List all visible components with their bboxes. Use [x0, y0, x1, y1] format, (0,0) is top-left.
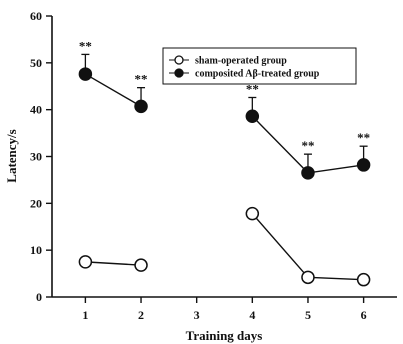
y-ticks: 0 10 20 30 40 50 60: [30, 9, 52, 304]
legend-marker-abeta: [175, 69, 183, 77]
y-tick-label: 50: [30, 56, 42, 70]
data-point-abeta: [246, 110, 258, 122]
x-ticks: 1 2 3 4 5 6: [82, 297, 366, 322]
data-point-abeta: [358, 159, 370, 171]
significance-label: **: [301, 138, 314, 153]
y-tick-label: 30: [30, 150, 42, 164]
significance-label: **: [357, 130, 370, 145]
y-tick-label: 10: [30, 243, 42, 257]
series-line-sham: [85, 262, 141, 265]
x-axis-title: Training days: [186, 328, 263, 343]
x-tick-label: 4: [249, 308, 255, 322]
x-tick-label: 1: [82, 308, 88, 322]
y-tick-label: 0: [36, 290, 42, 304]
legend-marker-sham: [175, 56, 183, 64]
data-point-abeta: [135, 100, 147, 112]
data-point-sham: [246, 208, 258, 220]
y-tick-label: 60: [30, 9, 42, 23]
data-point-sham: [302, 271, 314, 283]
significance-label: **: [135, 72, 148, 87]
x-tick-label: 2: [138, 308, 144, 322]
legend-label-sham: sham-operated group: [195, 56, 287, 67]
data-point-abeta: [79, 68, 91, 80]
legend: sham-operated group composited Aβ-treate…: [163, 48, 356, 84]
significance-label: **: [79, 38, 92, 53]
y-tick-label: 40: [30, 103, 42, 117]
legend-label-abeta: composited Aβ-treated group: [195, 69, 320, 80]
data-point-sham: [79, 256, 91, 268]
x-tick-label: 6: [361, 308, 367, 322]
series-line-sham: [252, 214, 363, 280]
data-point-abeta: [302, 167, 314, 179]
series-line-abeta: [85, 74, 141, 106]
x-tick-label: 5: [305, 308, 311, 322]
y-axis-title: Latency/s: [4, 129, 19, 182]
data-point-sham: [135, 259, 147, 271]
x-tick-label: 3: [194, 308, 200, 322]
data-point-sham: [358, 274, 370, 286]
y-tick-label: 20: [30, 196, 42, 210]
